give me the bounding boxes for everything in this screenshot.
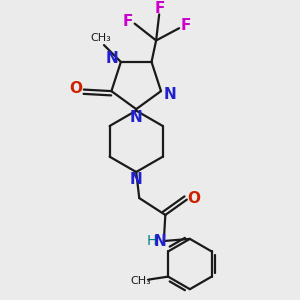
Text: O: O	[187, 190, 200, 206]
Text: N: N	[106, 51, 119, 66]
Text: N: N	[130, 172, 142, 187]
Text: F: F	[180, 18, 191, 33]
Text: F: F	[123, 14, 134, 29]
Text: O: O	[69, 81, 82, 96]
Text: N: N	[130, 110, 142, 125]
Text: N: N	[153, 233, 166, 248]
Text: N: N	[163, 87, 176, 102]
Text: H: H	[147, 234, 157, 248]
Text: CH₃: CH₃	[130, 276, 151, 286]
Text: CH₃: CH₃	[91, 33, 111, 43]
Text: F: F	[155, 1, 165, 16]
